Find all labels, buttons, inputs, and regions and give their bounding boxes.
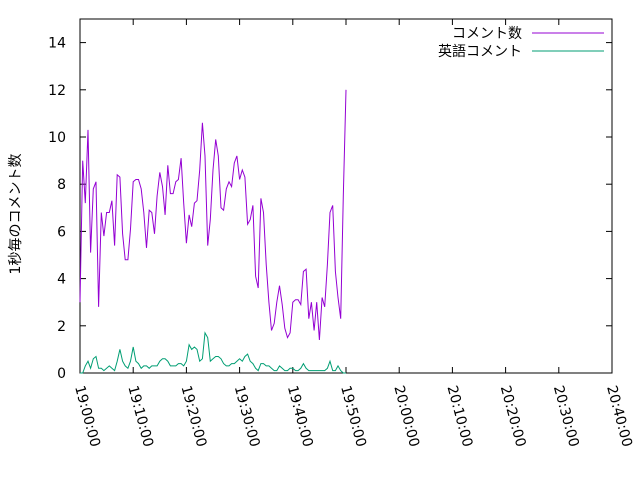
series-line-2 xyxy=(80,331,346,374)
x-tick-label: 19:00:00 xyxy=(71,384,103,449)
y-tick-label: 10 xyxy=(48,130,66,146)
y-tick-label: 12 xyxy=(48,83,66,99)
y-tick-label: 4 xyxy=(57,272,66,288)
y-tick-label: 14 xyxy=(48,36,66,52)
x-axis-ticks: 19:00:00 19:10:00 19:20:00 19:30:00 19:40:00… xyxy=(71,19,635,449)
x-tick-label: 20:10:00 xyxy=(444,384,476,449)
x-tick-label: 20:30:00 xyxy=(550,384,582,449)
y-tick-label: 2 xyxy=(57,319,66,335)
series-lines xyxy=(79,89,347,374)
x-tick-label: 19:30:00 xyxy=(231,384,263,449)
x-tick-label: 19:10:00 xyxy=(124,384,156,449)
y-axis-label: 1秒毎のコメント数 xyxy=(8,154,24,275)
legend-label: 英語コメント xyxy=(438,43,522,60)
y-tick-label: 8 xyxy=(57,177,66,193)
plot-frame xyxy=(79,18,613,374)
x-tick-label: 20:00:00 xyxy=(390,384,422,449)
y-tick-label: 0 xyxy=(57,366,66,382)
legend-label: コメント数 xyxy=(452,26,522,42)
x-tick-label: 20:20:00 xyxy=(497,384,529,449)
x-tick-label: 19:40:00 xyxy=(284,384,316,449)
y-axis-ticks: 0 2 4 6 8 10 12 14 xyxy=(48,36,612,382)
x-tick-label: 20:40:00 xyxy=(603,384,635,449)
y-axis-label-group: 1秒毎のコメント数 xyxy=(8,154,24,275)
y-tick-label: 6 xyxy=(57,224,66,240)
plot-border xyxy=(79,18,613,374)
series-line-1 xyxy=(79,89,347,341)
x-tick-label: 19:20:00 xyxy=(178,384,210,449)
x-tick-label: 19:50:00 xyxy=(337,384,369,449)
